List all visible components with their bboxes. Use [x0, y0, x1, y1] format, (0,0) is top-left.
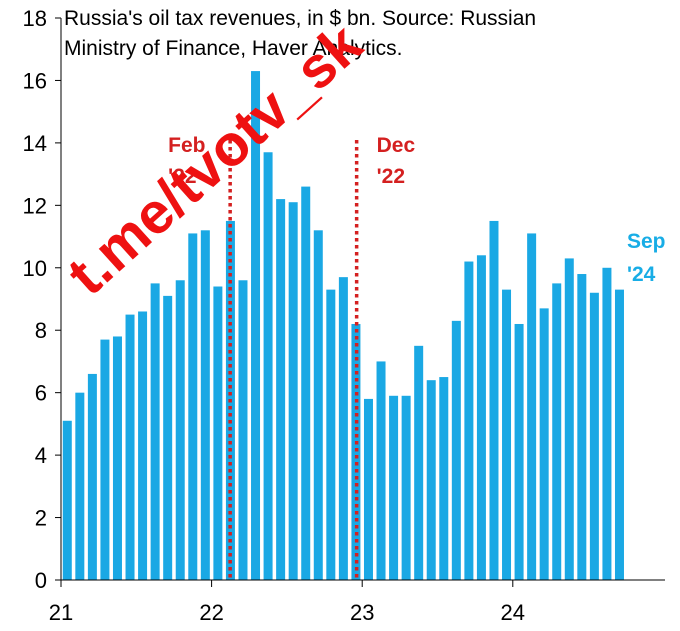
bar	[401, 395, 411, 580]
y-tick-label: 14	[23, 131, 47, 156]
y-tick-label: 16	[23, 68, 47, 93]
reference-lines	[228, 140, 359, 580]
y-tick-label: 18	[23, 6, 47, 31]
bar	[138, 311, 148, 580]
bar	[112, 336, 122, 580]
bar	[125, 314, 135, 580]
bar	[514, 323, 524, 580]
bar	[163, 295, 173, 580]
bar	[527, 233, 537, 580]
annotations: Feb '22 Dec '22 Sep '24	[168, 134, 665, 286]
bar	[276, 199, 286, 580]
bar	[200, 230, 210, 580]
bar	[288, 202, 298, 580]
bar	[476, 255, 486, 581]
bar	[414, 345, 424, 580]
bar	[75, 392, 85, 580]
y-tick-label: 0	[35, 568, 47, 593]
bar	[389, 395, 399, 580]
reference-line-label: '22	[377, 165, 405, 188]
bar	[539, 308, 549, 580]
y-tick-label: 4	[35, 443, 47, 468]
bar	[238, 280, 248, 580]
y-axis-ticks: 0 2 4 6 8 10 12 14 16 18	[23, 6, 61, 593]
chart-title: Russia's oil tax revenues, in $ bn. Sour…	[64, 7, 542, 60]
bars	[62, 71, 624, 581]
bar	[87, 373, 97, 580]
bar	[326, 289, 336, 580]
chart-title-line-2: Ministry of Finance, Haver Analytics.	[64, 37, 402, 60]
end-label: '24	[627, 263, 656, 286]
bar	[577, 274, 587, 580]
reference-line-label: Dec	[377, 134, 416, 157]
bar	[502, 289, 512, 580]
reference-line-label: '22	[168, 165, 196, 188]
bar	[439, 377, 449, 580]
bar	[363, 398, 373, 580]
bar	[313, 230, 323, 580]
bar	[213, 286, 223, 580]
bar	[338, 277, 348, 580]
x-tick-label: 24	[501, 600, 525, 625]
y-tick-label: 2	[35, 506, 47, 531]
bar	[451, 320, 461, 580]
bar	[188, 233, 198, 580]
bar	[602, 267, 612, 580]
end-label: Sep	[627, 230, 666, 253]
x-tick-label: 23	[350, 600, 374, 625]
bar	[376, 361, 386, 580]
bar	[62, 420, 72, 580]
y-tick-label: 8	[35, 318, 47, 343]
bar	[351, 323, 361, 580]
chart-title-line-1: Russia's oil tax revenues, in $ bn. Sour…	[64, 7, 536, 30]
x-axis-ticks: 21 22 23 24	[49, 580, 525, 625]
bar	[614, 289, 624, 580]
y-tick-label: 6	[35, 381, 47, 406]
reference-line-label: Feb	[168, 134, 205, 157]
bar	[464, 261, 474, 580]
bar	[552, 283, 562, 580]
bar	[489, 220, 499, 580]
bar	[251, 71, 261, 580]
bar	[263, 152, 273, 580]
y-tick-label: 12	[23, 193, 47, 218]
bar	[301, 186, 311, 580]
bar	[589, 292, 599, 580]
bar	[175, 280, 185, 580]
y-tick-label: 10	[23, 256, 47, 281]
x-tick-label: 21	[49, 600, 73, 625]
bar	[150, 283, 160, 580]
bar	[426, 380, 436, 580]
x-tick-label: 22	[199, 600, 223, 625]
bar	[100, 339, 110, 580]
bar	[564, 258, 574, 580]
